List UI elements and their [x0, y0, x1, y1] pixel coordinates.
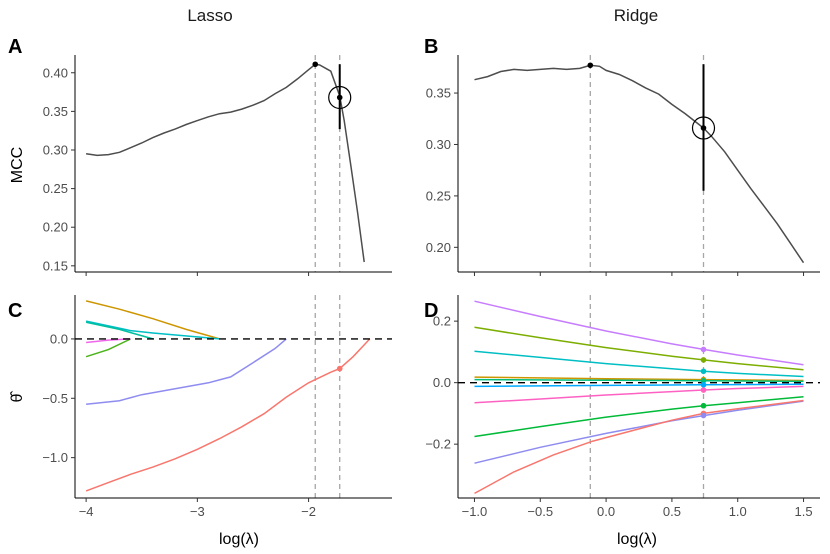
x-axis-title-lasso: log(λ) [219, 531, 259, 548]
series-line-coef-orange [474, 376, 804, 382]
x-tick-label: −3 [190, 504, 205, 519]
series-line-coef-olive [474, 326, 804, 371]
data-point [700, 125, 707, 131]
series-line-coef-magenta [474, 385, 804, 404]
series-line-coef-orange [85, 300, 220, 340]
y-tick-label: 0.2 [433, 314, 451, 329]
y-tick-label: 0.30 [43, 142, 68, 157]
column-title-lasso: Lasso [187, 6, 232, 25]
x-axis-title-ridge: log(λ) [617, 531, 657, 548]
x-tick-label: −0.5 [527, 504, 553, 519]
y-tick-label: 0.0 [50, 331, 68, 346]
x-tick-label: −2 [301, 504, 316, 519]
y-axis-title-mcc: MCC [9, 147, 26, 183]
data-point [700, 346, 707, 353]
panel-d-coef-ridge: −0.2 0.0 0.2 −1.0 −0.5 0.0 0.5 1.0 1.5 [425, 295, 820, 519]
x-tick-label: −4 [79, 504, 94, 519]
series-line-coef-red [85, 338, 371, 492]
data-point [336, 365, 343, 372]
series-line-coef-green [85, 338, 131, 358]
y-tick-label: 0.35 [43, 104, 68, 119]
panel-label-b: B [424, 36, 438, 58]
y-tick-label: 0.30 [426, 137, 451, 152]
x-tick-label: 0.5 [663, 504, 681, 519]
series-line-coef-blue [86, 338, 287, 405]
y-tick-label: 0.35 [426, 86, 451, 101]
panel-label-a: A [8, 36, 22, 58]
series-line-coef-violet [474, 300, 804, 366]
panel-a-mcc-lasso: 0.15 0.20 0.25 0.30 0.35 0.40 [43, 55, 392, 276]
panel-b-mcc-ridge: 0.20 0.25 0.30 0.35 [426, 55, 820, 276]
data-point [700, 387, 707, 393]
data-point [700, 382, 707, 388]
panel-label-d: D [424, 300, 438, 322]
data-point [312, 61, 319, 68]
data-point [336, 94, 343, 101]
y-tick-label: 0.40 [43, 65, 68, 80]
x-tick-label: 1.5 [795, 504, 813, 519]
series-line-coef-red [474, 399, 804, 495]
series-line-coef-skyblue [474, 383, 804, 388]
series-line-MCC [474, 64, 805, 264]
data-point [700, 412, 707, 419]
y-tick-label: −0.5 [42, 391, 68, 406]
y-axis-title-theta: θ̂ [9, 391, 26, 403]
column-title-ridge: Ridge [614, 6, 658, 25]
y-tick-label: 0.20 [426, 240, 451, 255]
data-point [587, 62, 594, 69]
series-line-coef-teal-b [85, 321, 154, 340]
series-line-coef-teal [85, 320, 220, 340]
y-tick-label: −1.0 [42, 450, 68, 465]
series-line-coef-green [474, 396, 804, 438]
data-point [700, 402, 707, 409]
series-line-coef-teal [474, 378, 804, 383]
y-tick-label: 0.20 [43, 220, 68, 235]
y-tick-label: 0.25 [426, 188, 451, 203]
y-tick-label: −0.2 [425, 437, 451, 452]
series-line-MCC [85, 63, 365, 263]
panel-c-coef-lasso: −1.0 −0.5 0.0 −4 −3 −2 [42, 295, 392, 519]
data-point [700, 378, 707, 384]
panel-label-c: C [8, 300, 22, 322]
y-tick-label: 0.0 [433, 375, 451, 390]
x-tick-label: 0.0 [597, 504, 615, 519]
data-point [700, 368, 707, 375]
selection-circle [691, 116, 716, 140]
selection-circle [328, 85, 352, 110]
data-point [700, 357, 707, 363]
y-tick-label: 0.15 [43, 258, 68, 273]
series-line-coef-lavender [474, 400, 804, 464]
series-line-coef-cyan [474, 350, 804, 378]
y-tick-label: 0.25 [43, 181, 68, 196]
x-tick-label: 1.0 [729, 504, 747, 519]
x-tick-label: −1.0 [462, 504, 488, 519]
